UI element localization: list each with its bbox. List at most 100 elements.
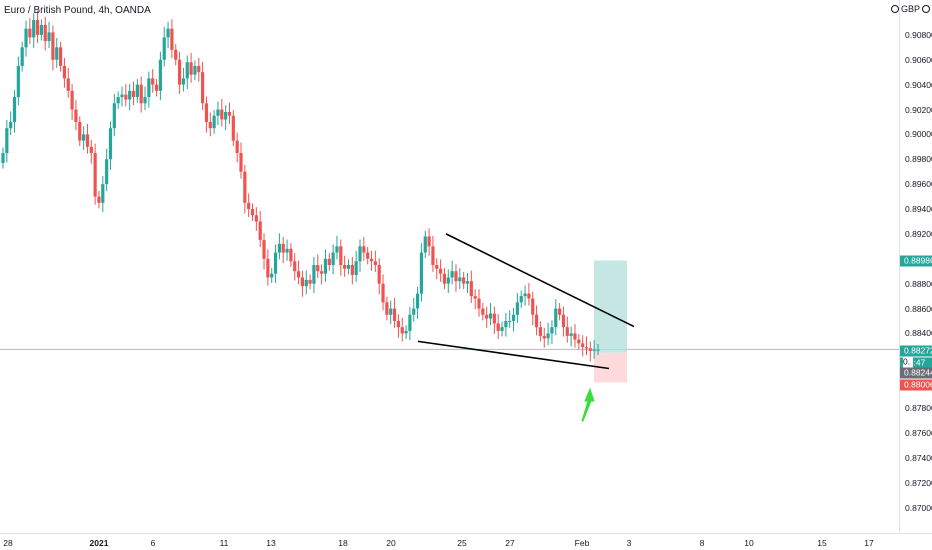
candle-body: [396, 320, 400, 328]
upper-trendline: [445, 233, 635, 328]
candle-body: [28, 28, 32, 38]
candle-body: [89, 146, 93, 154]
candle-body: [415, 293, 420, 309]
stop-price-label: 0.88006: [900, 379, 932, 391]
candle-body: [519, 296, 523, 303]
candle-body: [181, 78, 186, 85]
lower-trendline: [417, 340, 610, 370]
candle-body: [239, 153, 243, 172]
candle-body: [281, 243, 285, 253]
candle-body: [358, 246, 362, 262]
candle-body: [350, 265, 354, 275]
candle-body: [108, 128, 113, 160]
candle-body: [381, 283, 385, 303]
candle-body: [534, 314, 539, 328]
candle-body: [151, 78, 155, 85]
candle-body: [477, 298, 481, 309]
candle-body: [316, 265, 320, 272]
candle-body: [120, 94, 124, 98]
candle-body: [439, 268, 443, 274]
time-tick-label: 27: [505, 538, 515, 548]
partial-price-label: 0.: [903, 356, 913, 368]
candle-body: [408, 314, 412, 331]
candle-body: [458, 277, 462, 282]
candle-body: [154, 84, 159, 91]
candle-body: [343, 265, 347, 269]
candle-body: [450, 271, 454, 278]
candle-body: [170, 28, 174, 50]
target-price-label: 0.88986: [900, 255, 932, 267]
candle-body: [270, 273, 274, 278]
candle-body: [588, 348, 592, 351]
candle-body: [373, 261, 377, 265]
candle-body: [55, 47, 59, 60]
candle-body: [327, 258, 331, 265]
candle-body: [266, 258, 270, 278]
time-tick-label: 18: [338, 538, 348, 548]
candle-body: [296, 271, 301, 278]
candle-body: [189, 62, 193, 75]
candle-body: [546, 333, 550, 339]
currency-label: GBP: [900, 4, 920, 14]
candle-body: [216, 109, 220, 116]
candle-body: [335, 246, 339, 253]
target-zone: [594, 260, 627, 353]
time-axis-separator: [0, 533, 932, 534]
candle-body: [400, 327, 404, 334]
candle-body: [78, 121, 82, 141]
candle-body: [124, 94, 128, 100]
candle-body: [1, 153, 5, 163]
candle-body: [5, 128, 9, 154]
candle-body: [82, 134, 86, 141]
candle-body: [224, 112, 228, 120]
entry-price-label: 0.88244: [900, 367, 932, 379]
candle-body: [70, 90, 74, 110]
candle-body: [389, 308, 393, 315]
candle-body: [473, 296, 477, 299]
candle-body: [392, 308, 397, 321]
candle-body: [105, 159, 109, 185]
candle-body: [158, 59, 162, 91]
candle-body: [112, 103, 116, 129]
candle-body: [446, 277, 450, 284]
candle-body: [312, 265, 316, 284]
candle-body: [93, 153, 97, 197]
candle-body: [500, 327, 504, 331]
candle-body: [185, 62, 189, 79]
currency-selector[interactable]: GBP: [890, 4, 930, 14]
candle-body: [220, 109, 224, 120]
price-axis-separator: [899, 0, 900, 533]
countdown-label: 04:47: [900, 357, 932, 369]
candle-body: [97, 196, 101, 203]
candle-body: [496, 323, 500, 331]
candle-body: [488, 313, 493, 319]
candle-body: [412, 308, 416, 315]
candle-body: [369, 258, 374, 262]
candle-body: [231, 115, 235, 141]
candle-body: [85, 134, 90, 147]
candle-body: [308, 279, 312, 284]
candle-body: [508, 320, 512, 322]
currency-circle-icon: [890, 5, 899, 13]
candle-body: [454, 271, 458, 282]
candle-body: [331, 252, 335, 265]
chart-title: Euro / British Pound, 4h, OANDA: [4, 5, 151, 16]
candle-body: [162, 37, 166, 60]
candle-body: [419, 252, 424, 294]
candle-body: [247, 202, 251, 210]
candle-body: [277, 243, 281, 253]
candle-body: [24, 28, 28, 48]
candle-body: [204, 103, 209, 122]
candle-body: [35, 19, 40, 35]
candle-body: [227, 112, 232, 116]
